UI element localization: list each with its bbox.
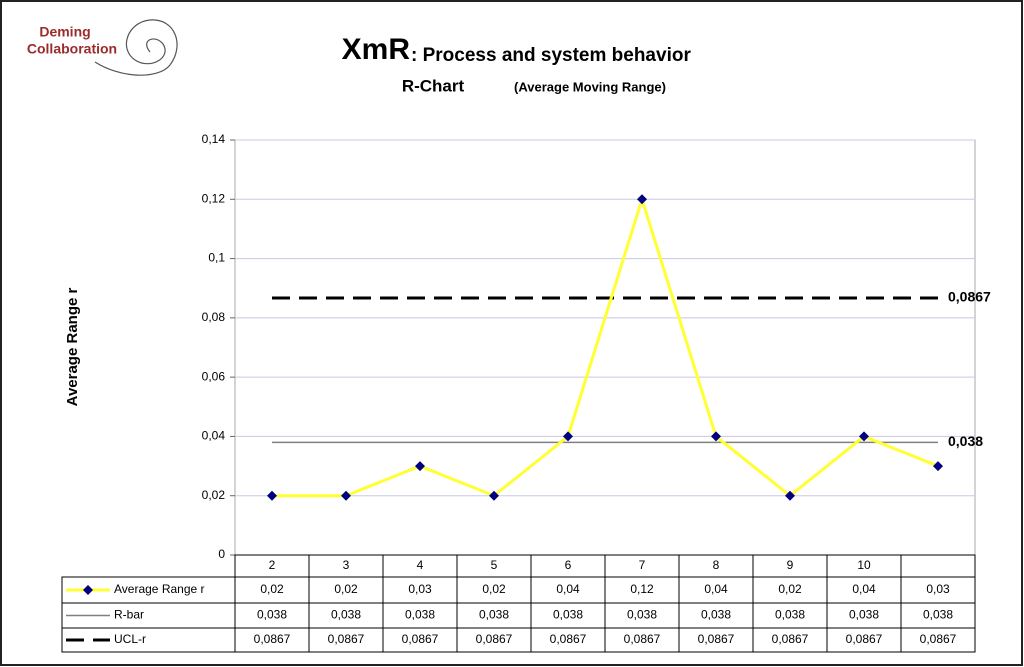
logo-spiral bbox=[94, 19, 178, 76]
table-value: 0,0867 bbox=[402, 632, 439, 646]
table-value: 0,0867 bbox=[846, 632, 883, 646]
x-tick-label: 10 bbox=[857, 558, 871, 572]
table-value: 0,038 bbox=[331, 608, 361, 622]
data-point bbox=[563, 431, 573, 442]
x-tick-label: 9 bbox=[787, 558, 794, 572]
y-tick-label: 0,1 bbox=[208, 251, 225, 265]
x-tick-label: 6 bbox=[565, 558, 572, 572]
table-value: 0,0867 bbox=[772, 632, 809, 646]
data-point bbox=[267, 490, 277, 501]
logo-text: Collaboration bbox=[27, 41, 117, 57]
table-value: 0,0867 bbox=[254, 632, 291, 646]
series-line bbox=[272, 194, 939, 498]
table-value: 0,0867 bbox=[698, 632, 735, 646]
data-point bbox=[489, 490, 499, 501]
y-tick-label: 0,14 bbox=[202, 132, 226, 146]
y-tick-label: 0,06 bbox=[202, 369, 226, 383]
table-value: 0,02 bbox=[334, 582, 358, 596]
table-value: 0,12 bbox=[630, 582, 654, 596]
y-axis-label: Average Range r bbox=[64, 288, 81, 407]
x-tick-label: 2 bbox=[269, 558, 276, 572]
table-value: 0,038 bbox=[775, 608, 805, 622]
table-value: 0,02 bbox=[482, 582, 506, 596]
table-value: 0,038 bbox=[479, 608, 509, 622]
data-point bbox=[785, 490, 795, 501]
table-value: 0,038 bbox=[257, 608, 287, 622]
table-value: 0,0867 bbox=[550, 632, 587, 646]
table-value: 0,0867 bbox=[328, 632, 365, 646]
table-value: 0,04 bbox=[704, 582, 728, 596]
table-value: 0,038 bbox=[553, 608, 583, 622]
table-value: 0,04 bbox=[852, 582, 876, 596]
table-value: 0,038 bbox=[923, 608, 953, 622]
legend-label: Average Range r bbox=[114, 582, 205, 596]
table-value: 0,0867 bbox=[476, 632, 513, 646]
x-tick-label: 7 bbox=[639, 558, 646, 572]
x-tick-label: 8 bbox=[713, 558, 720, 572]
table-value: 0,03 bbox=[408, 582, 432, 596]
plot-area bbox=[234, 139, 976, 556]
table-value: 0,038 bbox=[701, 608, 731, 622]
chart-subtitle: R-Chart bbox=[402, 76, 465, 95]
table-value: 0,038 bbox=[405, 608, 435, 622]
chart-title: : Process and system behavior bbox=[411, 45, 691, 66]
y-tick-label: 0 bbox=[218, 547, 225, 561]
end-label: 0,0867 bbox=[948, 289, 991, 305]
table-value: 0,02 bbox=[778, 582, 802, 596]
data-point bbox=[859, 431, 869, 442]
data-point bbox=[341, 490, 351, 501]
table-value: 0,038 bbox=[849, 608, 879, 622]
table-value: 0,03 bbox=[926, 582, 950, 596]
y-tick-label: 0,02 bbox=[202, 488, 226, 502]
legend-label: R-bar bbox=[114, 608, 144, 622]
table-value: 0,04 bbox=[556, 582, 580, 596]
y-tick-label: 0,04 bbox=[202, 429, 226, 443]
data-point bbox=[637, 194, 647, 205]
data-point bbox=[415, 461, 425, 472]
table-value: 0,038 bbox=[627, 608, 657, 622]
chart-title: XmR bbox=[342, 33, 411, 66]
x-tick-label: 4 bbox=[417, 558, 424, 572]
x-tick-label: 5 bbox=[491, 558, 498, 572]
legend-key bbox=[83, 585, 93, 595]
data-point bbox=[711, 431, 721, 442]
chart-subtitle: (Average Moving Range) bbox=[514, 79, 666, 94]
legend-label: UCL-r bbox=[114, 632, 146, 646]
table-value: 0,0867 bbox=[624, 632, 661, 646]
data-point bbox=[933, 461, 943, 472]
end-label: 0,038 bbox=[948, 433, 983, 449]
table-value: 0,02 bbox=[260, 582, 284, 596]
y-tick-label: 0,12 bbox=[202, 191, 226, 205]
logo-text: Deming bbox=[39, 24, 90, 40]
y-tick-label: 0,08 bbox=[202, 310, 226, 324]
x-tick-label: 3 bbox=[343, 558, 350, 572]
table-value: 0,0867 bbox=[920, 632, 957, 646]
